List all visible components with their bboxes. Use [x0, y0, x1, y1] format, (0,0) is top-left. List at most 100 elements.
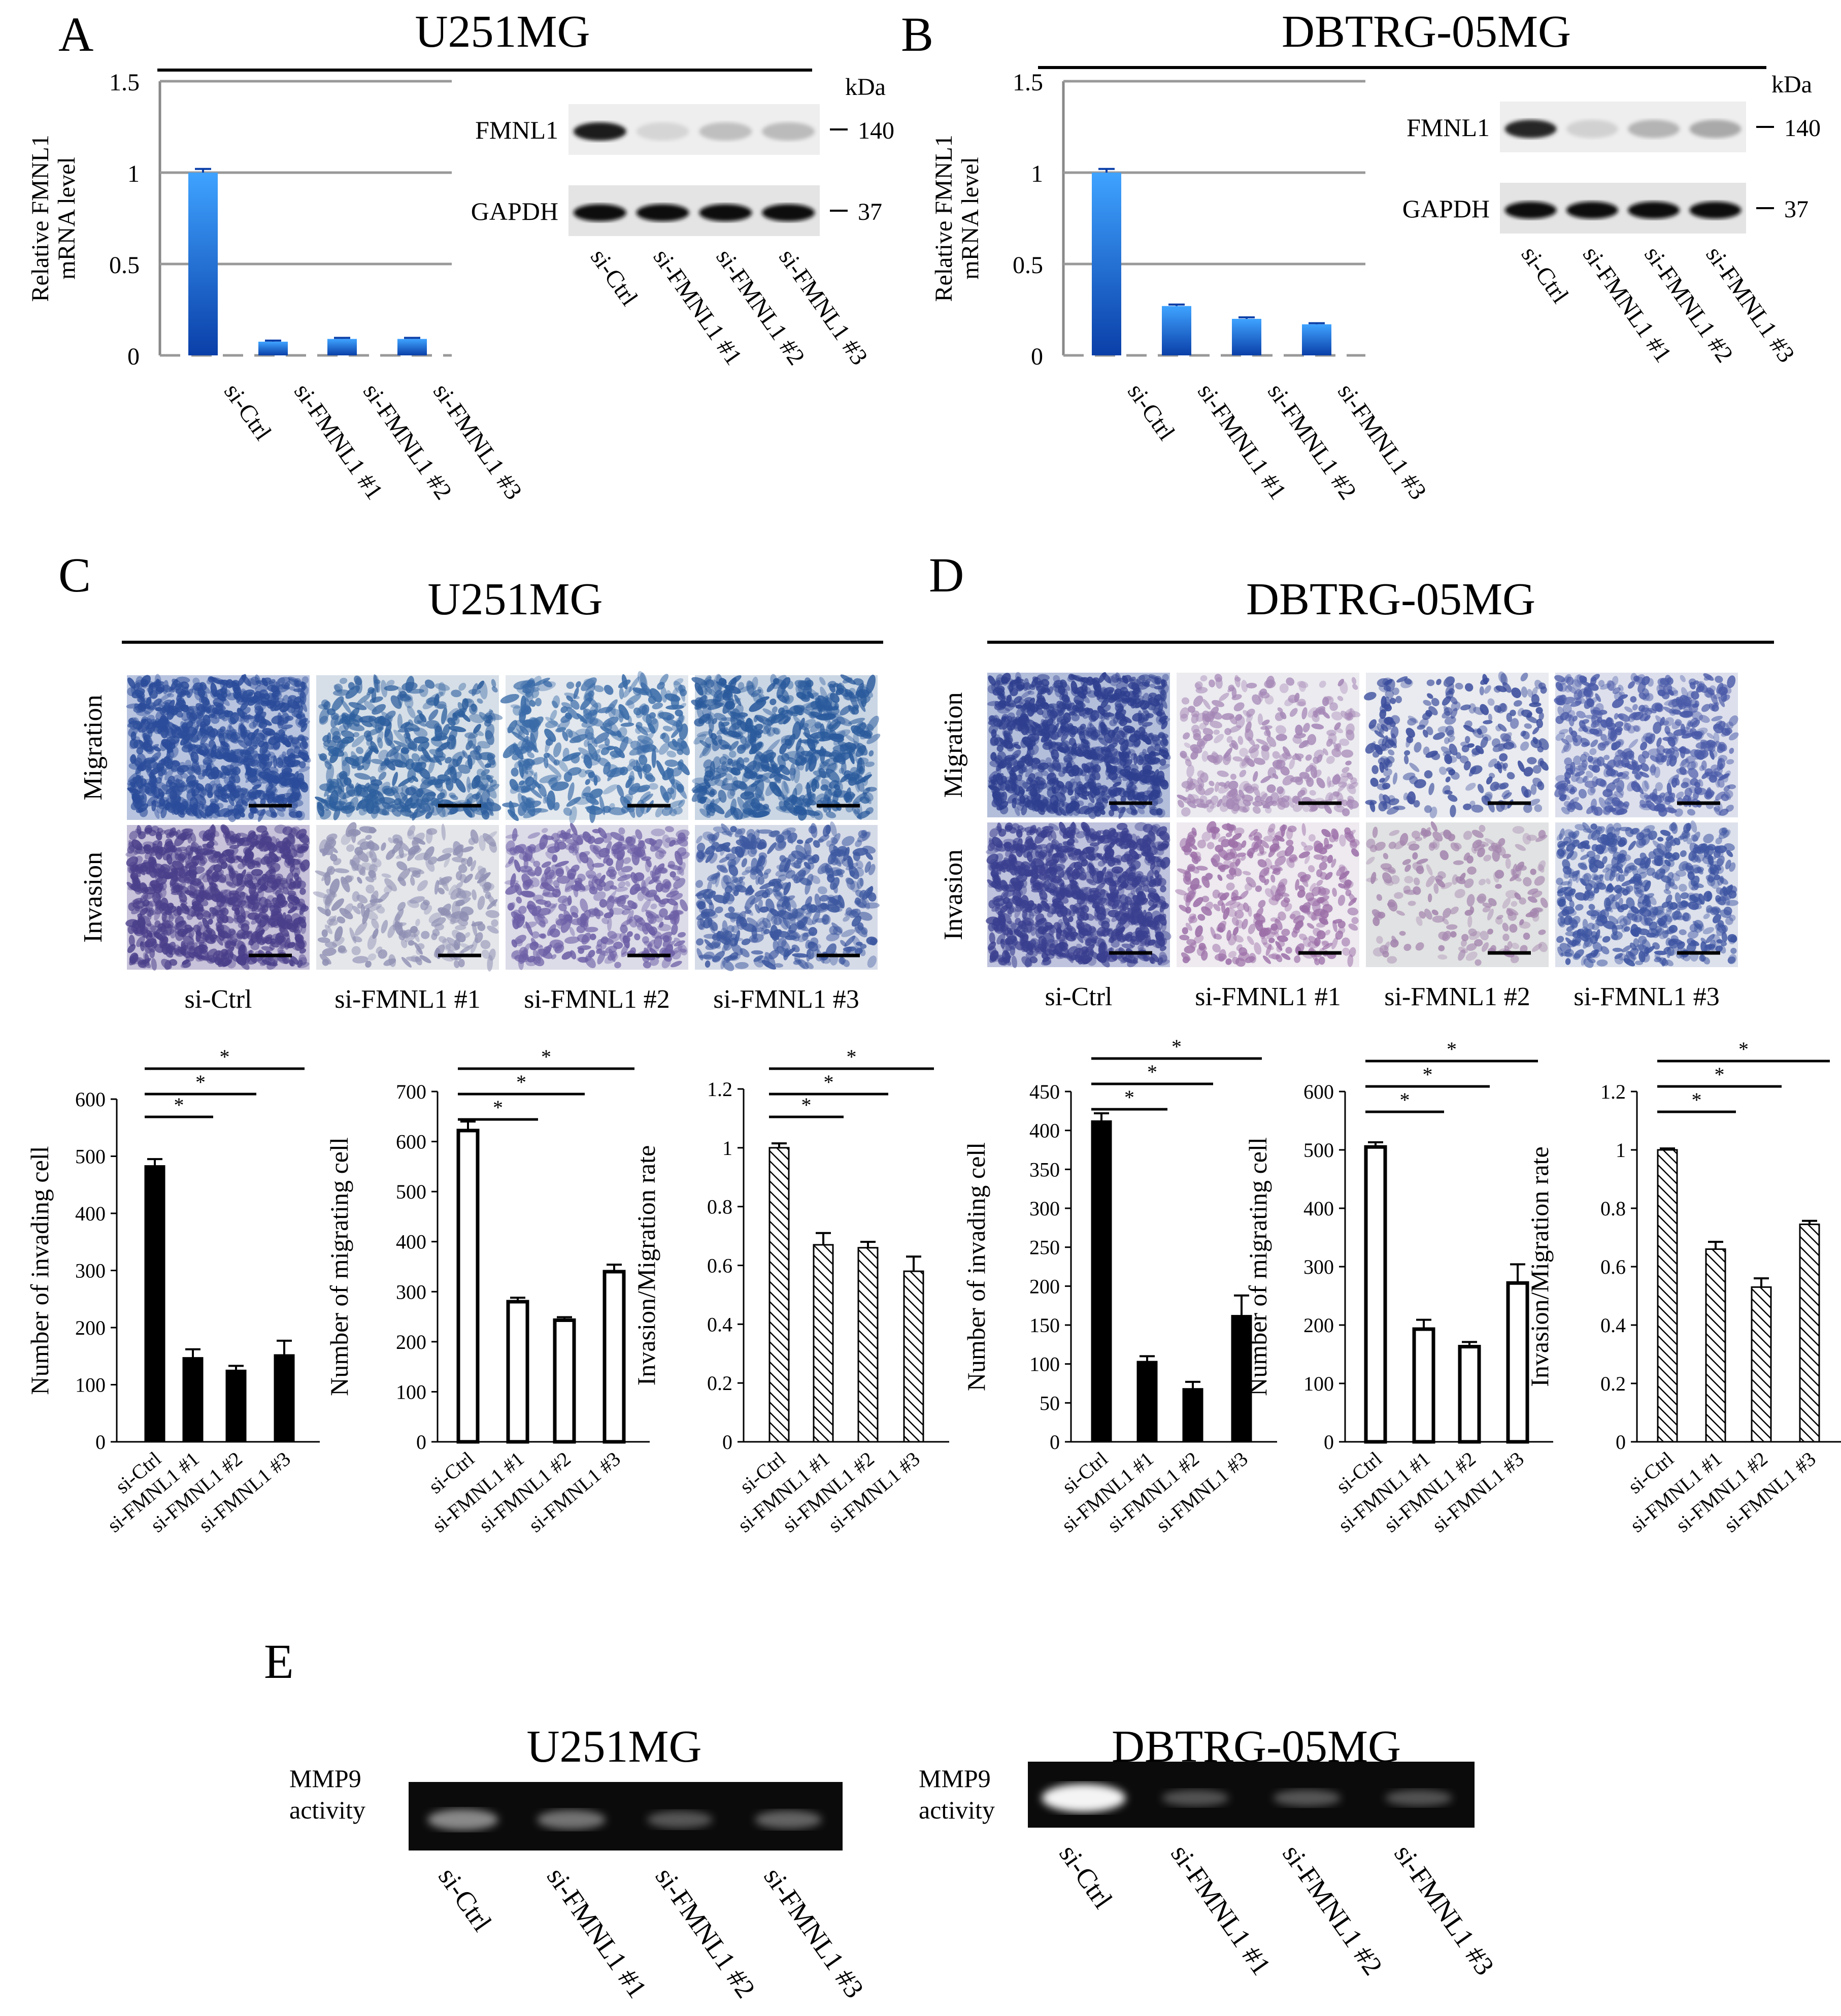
panel-a-band	[573, 204, 626, 221]
panel-b-ytick-label: 1.5	[1013, 69, 1043, 96]
panel-a-band	[636, 122, 689, 141]
panel-b-band	[1628, 120, 1680, 138]
panel-a-band	[699, 122, 752, 141]
panel-a-title: U251MG	[415, 7, 590, 57]
panel-a-ylabel-line1: Relative FMNL1	[27, 135, 54, 302]
panel-a-ytick-label: 0.5	[109, 252, 140, 279]
panel-b-kda-label: kDa	[1771, 71, 1812, 98]
panel-a-band	[573, 122, 626, 141]
panel-d-letter: D	[929, 548, 964, 602]
panel-c-row-label: Migration	[79, 695, 108, 801]
panel-a-ytick-label: 0	[127, 343, 140, 370]
panel-b-protein-label: GAPDH	[1402, 194, 1490, 223]
cell	[228, 717, 237, 725]
panel-b-band	[1689, 202, 1742, 219]
panel-a-marker-label: 140	[858, 117, 894, 144]
panel-b-bar	[1092, 173, 1121, 355]
cell	[242, 798, 250, 805]
cell	[186, 688, 193, 699]
panel-b-band	[1504, 202, 1557, 219]
cell	[191, 724, 199, 738]
panel-b-title: DBTRG-05MG	[1282, 7, 1571, 57]
panel-a-ytick-label: 1	[127, 160, 140, 187]
panel-b-protein-label: FMNL1	[1407, 113, 1490, 142]
panel-b-band	[1566, 120, 1618, 138]
panel-a-protein-label: GAPDH	[471, 197, 558, 225]
cell	[199, 727, 208, 737]
panel-c-invasion-image	[313, 822, 500, 972]
panel-b-band	[1566, 202, 1618, 219]
panel-a-band	[762, 204, 815, 221]
panel-b-ylabel-line2: mRNA level	[957, 157, 984, 279]
cell	[127, 687, 136, 697]
panel-b-letter: B	[901, 7, 933, 61]
cell	[261, 761, 273, 772]
panel-c-invasion-image	[695, 821, 880, 971]
panel-a-band	[636, 204, 689, 221]
panel-d-row-label: Invasion	[939, 849, 968, 940]
panel-b-ytick-label: 0	[1031, 343, 1043, 370]
panel-b-bar	[1302, 324, 1331, 355]
panel-a-bar	[258, 342, 288, 355]
cell	[244, 714, 251, 722]
panel-b-ytick-label: 0.5	[1013, 252, 1043, 279]
cell	[208, 676, 215, 683]
panel-b-bar	[1232, 319, 1261, 355]
panel-c-migration-image	[500, 671, 690, 824]
cell	[248, 714, 255, 723]
panel-a-bar	[397, 339, 427, 355]
cell	[163, 684, 172, 693]
cell	[167, 693, 174, 698]
cell	[237, 739, 248, 748]
cell	[613, 850, 624, 860]
panel-b-ylabel-line1: Relative FMNL1	[930, 135, 957, 302]
panel-c-letter: C	[58, 548, 91, 602]
cell	[191, 761, 202, 775]
cell	[289, 686, 295, 691]
panel-c-title: U251MG	[427, 574, 602, 624]
cell	[200, 732, 210, 745]
panel-c-migration-image	[315, 674, 503, 821]
cell	[211, 716, 220, 724]
panel-c-column-label: si-FMNL1 #3	[713, 985, 859, 1014]
panel-b-marker-label: 140	[1784, 115, 1821, 142]
panel-a-band	[699, 204, 752, 221]
panel-a-category-label: si-Ctrl	[219, 379, 277, 445]
panel-b-band	[1689, 120, 1742, 138]
panel-b-category-label: si-Ctrl	[1122, 379, 1180, 445]
panel-c-column-label: si-FMNL1 #1	[334, 985, 480, 1014]
cell	[136, 676, 144, 689]
panel-c-migration-image	[691, 674, 881, 821]
panel-c-invasion-image	[504, 822, 690, 970]
panel-a-letter: A	[58, 7, 93, 61]
panel-a-lane-label: si-Ctrl	[585, 244, 643, 311]
cell	[254, 711, 266, 722]
panel-a-ytick-label: 1.5	[109, 69, 140, 96]
cell	[249, 722, 257, 729]
cell	[273, 755, 278, 768]
panel-a-kda-label: kDa	[845, 74, 886, 101]
panel-a-band	[762, 122, 815, 141]
panel-d-row-label: Migration	[939, 692, 968, 798]
cell	[241, 675, 252, 687]
cell	[156, 782, 169, 792]
cell	[133, 739, 144, 749]
cell	[150, 785, 157, 794]
panel-c-migration-image	[126, 674, 311, 822]
panel-d-migration-image	[987, 672, 1171, 819]
cell	[136, 747, 144, 754]
panel-b-marker-label: 37	[1784, 196, 1809, 223]
panel-c-column-label: si-FMNL1 #2	[524, 985, 670, 1014]
panel-b-bar	[1162, 306, 1191, 355]
panel-b-band	[1504, 120, 1557, 138]
panel-b-lane-label: si-Ctrl	[1516, 242, 1574, 308]
panel-a-bar	[188, 173, 218, 355]
panel-c-column-label: si-Ctrl	[185, 985, 252, 1014]
panel-e-letter: E	[264, 1634, 294, 1689]
cell	[217, 808, 230, 817]
panel-a-bar	[327, 339, 357, 355]
